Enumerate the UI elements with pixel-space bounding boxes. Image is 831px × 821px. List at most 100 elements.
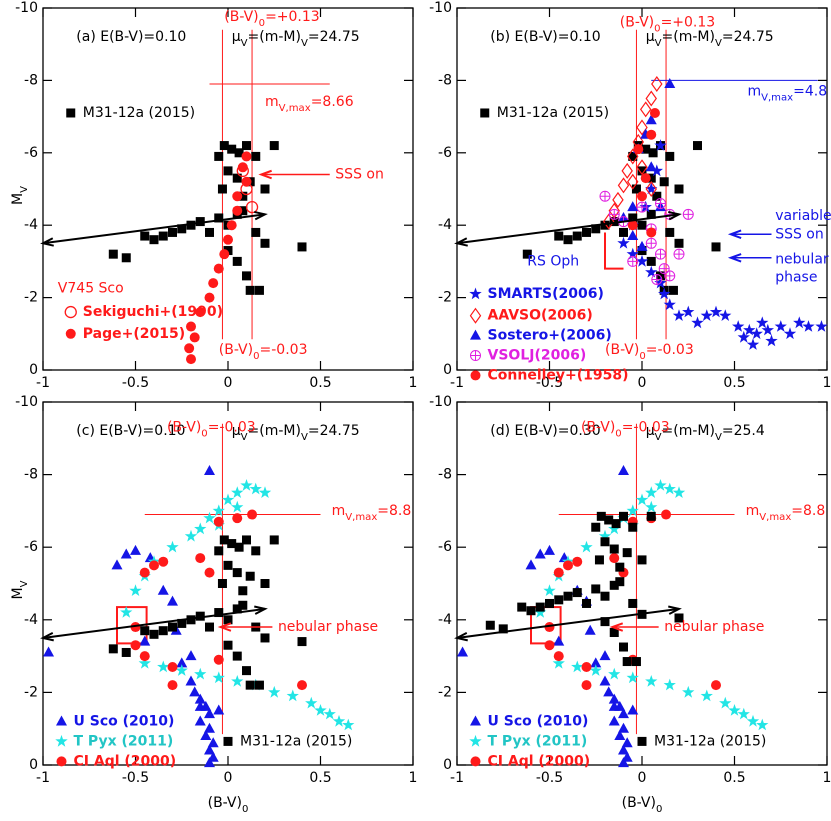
marker-star bbox=[589, 664, 602, 676]
marker-triangle bbox=[167, 595, 178, 606]
text-part: V bbox=[655, 432, 662, 443]
text-part: phase bbox=[775, 270, 817, 286]
marker-circle bbox=[213, 654, 224, 665]
marker-square bbox=[219, 141, 229, 151]
marker-square bbox=[641, 144, 651, 154]
marker-triangle bbox=[194, 693, 206, 704]
marker-star bbox=[580, 540, 593, 553]
annotation: (B-V)0=-0.03 bbox=[605, 342, 694, 362]
marker-star bbox=[608, 667, 621, 680]
text-part: V bbox=[19, 186, 30, 193]
marker-circle bbox=[581, 680, 592, 691]
marker-square bbox=[245, 571, 255, 581]
marker-circle bbox=[167, 680, 178, 691]
y-tick-label: -4 bbox=[24, 612, 38, 628]
marker-square bbox=[582, 598, 591, 608]
marker-star bbox=[157, 660, 170, 673]
marker-triangle bbox=[627, 201, 639, 212]
marker-triangle bbox=[207, 737, 219, 748]
arrow-head bbox=[254, 605, 268, 615]
marker-square bbox=[186, 220, 196, 230]
marker-square bbox=[611, 519, 621, 529]
marker-square bbox=[195, 217, 205, 227]
marker-triangle bbox=[194, 715, 206, 726]
marker-square bbox=[251, 227, 261, 237]
text-part: =+0.13 bbox=[265, 9, 320, 25]
reddening-vector bbox=[456, 213, 680, 245]
marker-square bbox=[214, 213, 224, 223]
marker-triangle bbox=[185, 675, 197, 686]
marker-square bbox=[615, 562, 625, 572]
marker-square bbox=[242, 666, 251, 676]
marker-square bbox=[554, 231, 564, 241]
plot-frame bbox=[42, 401, 414, 766]
marker-star bbox=[709, 305, 723, 318]
marker-star bbox=[737, 330, 750, 343]
marker-square bbox=[168, 622, 177, 632]
x-tick-label: 0 bbox=[638, 375, 647, 391]
y-tick-label: -2 bbox=[438, 290, 452, 306]
marker-square bbox=[594, 555, 604, 565]
marker-star bbox=[166, 540, 179, 553]
marker-circle bbox=[297, 680, 307, 691]
annotation: mV,max=8.8 bbox=[332, 503, 412, 523]
marker-square bbox=[223, 640, 233, 650]
y-axis-label: MV bbox=[10, 580, 30, 599]
marker-square bbox=[646, 173, 656, 183]
y-tick-label: -6 bbox=[24, 539, 38, 555]
marker-star bbox=[635, 493, 649, 506]
text-part: V bbox=[655, 37, 662, 48]
marker-square bbox=[600, 537, 610, 547]
text-part: m bbox=[265, 94, 279, 110]
text-part: V bbox=[301, 432, 308, 443]
y-tick-label: -2 bbox=[24, 684, 38, 700]
text-part: nebular phase bbox=[278, 619, 378, 635]
marker-square bbox=[609, 580, 619, 590]
marker-square bbox=[121, 647, 131, 657]
marker-square bbox=[535, 602, 545, 612]
marker-circle bbox=[204, 567, 215, 578]
x-tick-label: 0.5 bbox=[309, 375, 331, 391]
marker-square bbox=[674, 613, 684, 623]
marker-circle bbox=[470, 756, 481, 767]
marker-triangle bbox=[614, 729, 626, 740]
marker-square bbox=[195, 611, 205, 621]
legend-label: M31-12a (2015) bbox=[83, 105, 195, 121]
y-tick-label: -6 bbox=[24, 145, 38, 161]
arrow-head bbox=[454, 631, 468, 642]
marker-square bbox=[269, 141, 279, 151]
y-tick-label: 0 bbox=[443, 757, 452, 773]
marker-circle-plus bbox=[627, 255, 639, 267]
marker-star bbox=[732, 320, 745, 332]
marker-circle bbox=[232, 205, 243, 216]
legend-label: Connelley+(1958) bbox=[488, 367, 629, 383]
marker-circle bbox=[130, 640, 141, 651]
y-tick-label: -6 bbox=[438, 539, 452, 555]
annotation: SSS on bbox=[775, 226, 824, 242]
marker-square bbox=[140, 231, 150, 241]
marker-triangle bbox=[618, 722, 629, 733]
text-part: μ bbox=[646, 29, 655, 45]
text-part: nebular bbox=[775, 252, 829, 268]
marker-square bbox=[242, 141, 251, 151]
marker-circle bbox=[553, 567, 564, 578]
marker-square bbox=[498, 624, 508, 634]
marker-star bbox=[682, 685, 695, 698]
text-part: =-0.03 bbox=[646, 342, 694, 358]
annotation: μV=(m-M)V=25.4 bbox=[646, 423, 765, 443]
marker-triangle bbox=[645, 114, 657, 125]
y-tick-label: -8 bbox=[24, 72, 38, 88]
y-tick-label: 0 bbox=[29, 757, 38, 773]
marker-star bbox=[737, 707, 750, 720]
text-part: M bbox=[10, 193, 26, 205]
marker-open-circle bbox=[245, 200, 259, 214]
annotation: (B-V)0=-0.03 bbox=[219, 342, 308, 362]
annotation: (B-V)0=-0.03 bbox=[167, 419, 256, 439]
marker-square bbox=[214, 608, 224, 618]
text-part: V bbox=[19, 580, 30, 587]
marker-square bbox=[637, 555, 647, 565]
text-part: =-0.03 bbox=[622, 419, 670, 435]
marker-circle bbox=[65, 328, 76, 339]
y-tick-label: -4 bbox=[438, 217, 452, 233]
annotation: (b) E(B-V)=0.10 bbox=[490, 29, 600, 45]
